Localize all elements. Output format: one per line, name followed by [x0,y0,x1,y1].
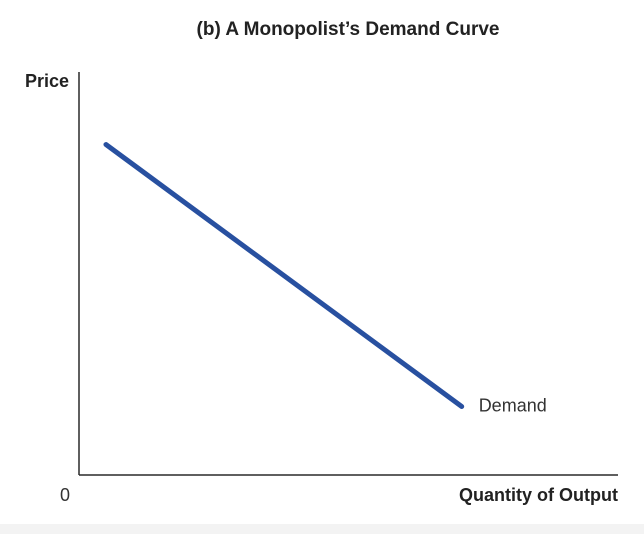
x-axis-label: Quantity of Output [459,485,618,505]
y-axis-label: Price [25,71,69,91]
bottom-strip [0,524,644,534]
chart-title: (b) A Monopolist’s Demand Curve [197,19,500,40]
series-line-demand [103,142,465,409]
origin-label: 0 [60,485,70,505]
series-layer: Demand [103,142,547,416]
series-label-demand: Demand [479,396,547,416]
